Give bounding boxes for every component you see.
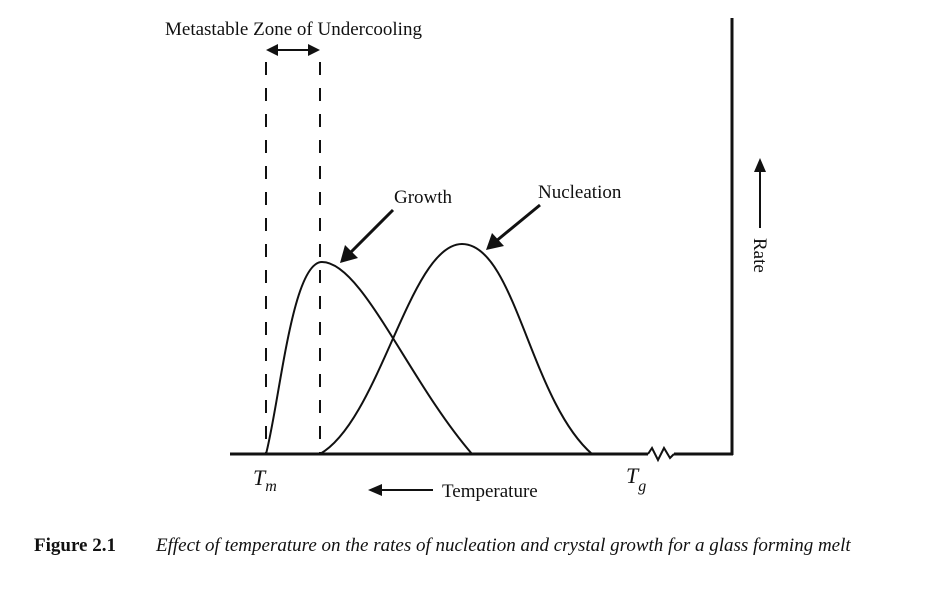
tick-label-tg-main: T (626, 463, 640, 488)
tick-label-tm-sub: m (265, 478, 277, 495)
nucleation-pointer-arrow (494, 203, 541, 244)
growth-curve (265, 260, 473, 455)
tick-label-tm: Tm (253, 465, 277, 495)
figure-chart: Metastable Zone of Undercooling Growth N… (165, 18, 770, 502)
axis-break (647, 445, 675, 463)
caption-number: Figure 2.1 (34, 535, 116, 556)
tick-label-tg: Tg (626, 463, 646, 495)
x-axis-label: Temperature (442, 481, 538, 502)
zone-arrowhead-right (308, 44, 320, 56)
y-axis-label: Rate (749, 238, 770, 273)
nucleation-curve (319, 242, 593, 455)
tick-label-tg-sub: g (638, 478, 646, 495)
caption-text: Effect of temperature on the rates of nu… (156, 535, 851, 556)
tick-label-tm-main: T (253, 465, 267, 490)
series-label-nucleation: Nucleation (538, 182, 622, 203)
y-axis-label-arrowhead (754, 158, 766, 172)
growth-pointer-arrow (346, 208, 395, 257)
series-label-growth: Growth (394, 187, 453, 208)
x-axis-label-arrowhead (368, 484, 382, 496)
zone-arrowhead-left (266, 44, 278, 56)
zone-label: Metastable Zone of Undercooling (165, 19, 422, 40)
growth-pointer-arrowhead (340, 245, 358, 263)
nucleation-pointer-arrowhead (486, 233, 504, 250)
